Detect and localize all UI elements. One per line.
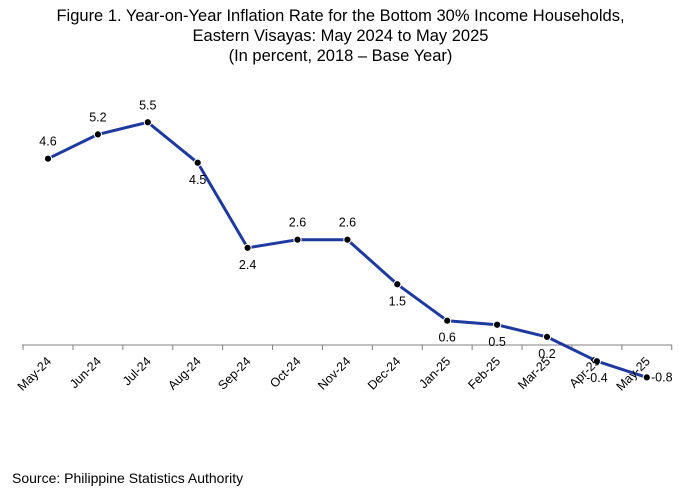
chart-title: Figure 1. Year-on-Year Inflation Rate fo…	[0, 6, 681, 66]
data-label: 4.5	[189, 173, 206, 187]
x-tick-label: Oct-24	[267, 354, 303, 390]
data-point	[43, 154, 53, 163]
x-tick-label: Mar-25	[515, 354, 553, 392]
data-point	[143, 118, 152, 127]
data-label: 0.6	[439, 331, 456, 345]
data-label: 1.5	[389, 294, 406, 308]
chart-title-line-2: Eastern Visayas: May 2024 to May 2025	[192, 27, 489, 45]
source-note: Source: Philippine Statistics Authority	[12, 470, 244, 486]
x-tick-label: Jun-24	[67, 354, 104, 391]
data-label: -0.8	[651, 370, 673, 384]
data-point	[243, 243, 252, 252]
x-tick-label: Feb-25	[465, 354, 503, 392]
data-label: 0.5	[488, 335, 505, 349]
x-tick-label: Jan-25	[416, 354, 453, 391]
x-tick-label: Dec-24	[365, 354, 403, 392]
data-point	[343, 235, 352, 244]
data-label: 2.6	[339, 216, 356, 230]
x-tick-label: Jul-24	[120, 354, 154, 388]
data-label: 4.6	[39, 135, 56, 149]
data-point	[193, 158, 202, 167]
data-label: 2.6	[289, 216, 306, 230]
data-label: 5.2	[89, 110, 106, 124]
series-line	[47, 120, 648, 379]
x-tick-label: Sep-24	[215, 354, 253, 392]
data-point	[542, 332, 552, 341]
data-label: 5.5	[139, 98, 156, 112]
data-label: 0.2	[538, 347, 555, 361]
x-tick-label: May-24	[15, 354, 54, 393]
data-point	[443, 316, 452, 325]
data-point	[642, 373, 651, 382]
data-point	[592, 357, 602, 366]
chart-title-line-3: (In percent, 2018 – Base Year)	[228, 47, 453, 65]
x-tick-label: Aug-24	[165, 354, 203, 392]
data-label: 2.4	[239, 258, 256, 272]
data-label: -0.4	[586, 371, 608, 385]
data-point	[493, 320, 502, 329]
x-tick-label: Nov-24	[315, 354, 353, 392]
data-point	[93, 130, 103, 139]
chart-title-line-1: Figure 1. Year-on-Year Inflation Rate fo…	[56, 7, 625, 25]
data-point	[293, 235, 302, 244]
data-point	[393, 280, 402, 289]
